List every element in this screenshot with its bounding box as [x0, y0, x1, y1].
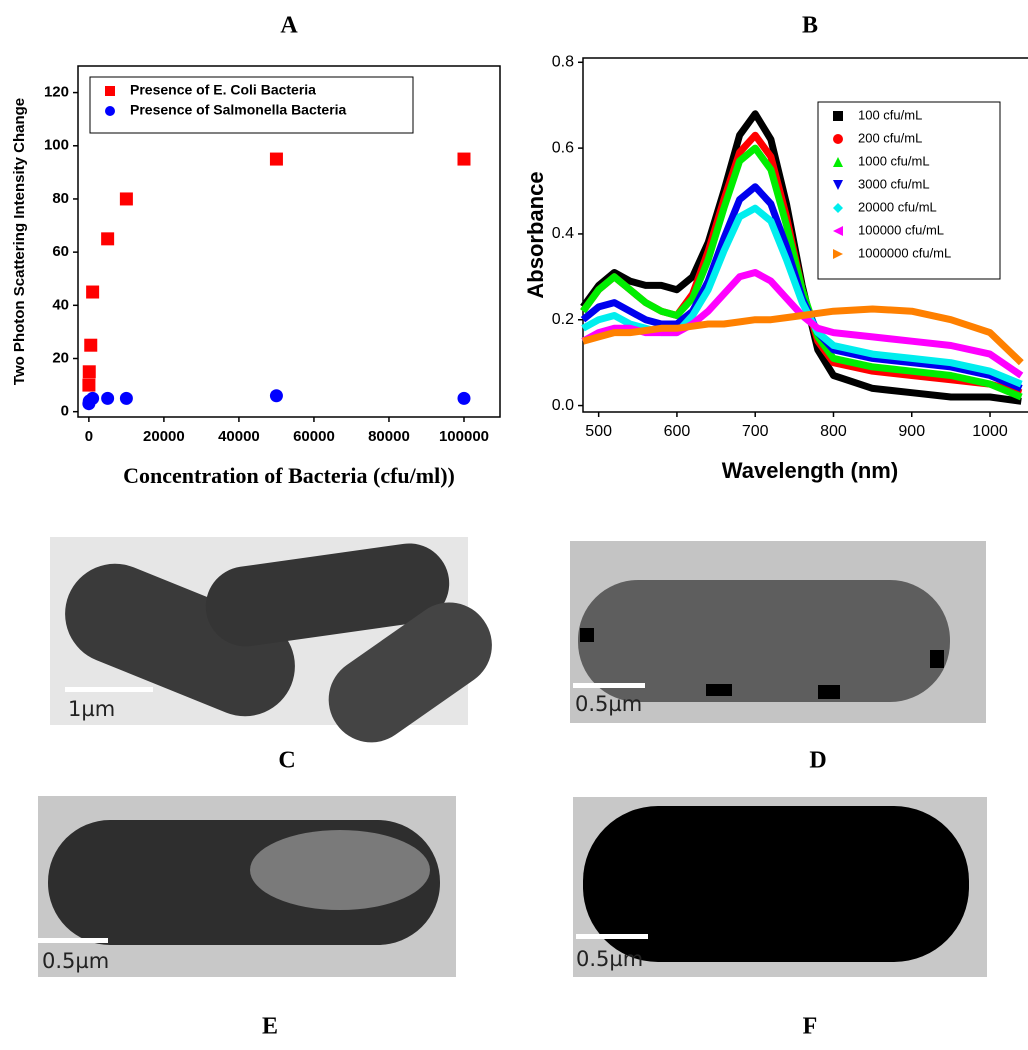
scale-label: 1µm: [68, 697, 115, 721]
x-tick-label: 900: [898, 423, 925, 440]
legend-label: 100 cfu/mL: [858, 107, 922, 122]
y-tick-label: 0.2: [552, 311, 574, 328]
y-tick-label: 80: [52, 190, 69, 207]
plot-frame: [582, 57, 1028, 413]
x-tick-label: 1000: [972, 423, 1008, 440]
x-tick-label: 0: [85, 428, 93, 445]
x-tick-label: 40000: [218, 428, 260, 445]
panel-letter: F: [803, 1014, 818, 1040]
legend-label: 3000 cfu/mL: [858, 176, 930, 191]
panel-letter: C: [278, 748, 295, 774]
x-tick-label: 80000: [368, 428, 410, 445]
legend-marker: [833, 180, 843, 190]
y-tick-label: 20: [52, 349, 69, 366]
marker: [457, 152, 471, 166]
x-tick-label: 60000: [293, 428, 335, 445]
marker: [86, 285, 100, 299]
micrograph-c: 1µm: [50, 537, 492, 743]
y-tick-label: 0.6: [552, 139, 574, 156]
y-tick-label: 120: [44, 84, 69, 101]
legend-marker: [833, 203, 843, 213]
scale-label: 0.5µm: [42, 949, 109, 973]
legend-marker: [833, 249, 843, 259]
marker: [269, 389, 283, 403]
cell-region: [250, 830, 430, 910]
series-line: [580, 183, 1023, 392]
cell: [578, 580, 950, 702]
legend-marker: [105, 106, 115, 116]
x-axis-label: Wavelength (nm): [722, 458, 898, 483]
legend-label: 20000 cfu/mL: [858, 199, 937, 214]
legend-marker: [833, 157, 843, 167]
x-tick-label: 500: [585, 423, 612, 440]
scale-bar: [38, 938, 108, 943]
series-line: [580, 110, 1022, 405]
legend-marker: [105, 86, 115, 96]
legend-label: 100000 cfu/mL: [858, 222, 944, 237]
series-line: [581, 204, 1023, 388]
x-tick-label: 700: [742, 423, 769, 440]
cell: [328, 602, 492, 743]
x-tick-label: 800: [820, 423, 847, 440]
y-tick-label: 0.0: [552, 397, 574, 414]
micrograph-e: 0.5µm: [38, 796, 456, 977]
scale-bar: [576, 934, 648, 939]
marker: [101, 391, 115, 405]
chart-title: B: [802, 13, 818, 39]
marker: [86, 391, 100, 405]
x-tick-label: 100000: [439, 428, 489, 445]
marker: [119, 391, 133, 405]
marker: [457, 391, 471, 405]
legend-label: 1000000 cfu/mL: [858, 245, 951, 260]
particle: [580, 628, 594, 642]
y-axis-label: Two Photon Scattering Intensity Change: [11, 98, 28, 385]
legend-label: Presence of Salmonella Bacteria: [130, 102, 347, 118]
series-line: [582, 305, 1024, 366]
micrograph-d: 0.5µm: [570, 541, 986, 723]
particle: [930, 650, 944, 668]
marker: [82, 365, 96, 379]
x-tick-label: 600: [664, 423, 691, 440]
legend-label: 200 cfu/mL: [858, 130, 922, 145]
legend-label: Presence of E. Coli Bacteria: [130, 82, 316, 98]
y-tick-label: 100: [44, 137, 69, 154]
legend-marker: [833, 226, 843, 236]
scale-bar: [65, 687, 153, 692]
scale-label: 0.5µm: [575, 692, 642, 716]
y-axis-label: Absorbance: [523, 171, 548, 298]
cell: [65, 563, 295, 717]
cell: [205, 543, 450, 647]
cell: [583, 806, 969, 962]
y-tick-label: 0.4: [552, 225, 574, 242]
particle: [706, 684, 732, 696]
panel-letter: E: [262, 1014, 278, 1040]
series-line: [580, 144, 1023, 401]
scale-bar: [573, 683, 645, 688]
marker: [119, 192, 133, 206]
micrograph-f: 0.5µm: [573, 797, 987, 977]
y-tick-label: 0: [61, 403, 69, 420]
marker: [269, 152, 283, 166]
y-tick-label: 60: [52, 243, 69, 260]
particle: [818, 685, 840, 699]
panel-letter: D: [809, 748, 826, 774]
marker: [84, 338, 98, 352]
legend-box: [817, 101, 1001, 280]
x-tick-label: 20000: [143, 428, 185, 445]
marker: [101, 232, 115, 246]
marker: [82, 378, 96, 392]
x-axis-label: Concentration of Bacteria (cfu/ml)): [123, 463, 455, 488]
legend-box: [89, 76, 414, 134]
chart-title: A: [280, 13, 298, 39]
legend-marker: [833, 111, 843, 121]
y-tick-label: 0.8: [552, 54, 574, 71]
y-tick-label: 40: [52, 296, 69, 313]
scale-label: 0.5µm: [576, 947, 643, 971]
plot-frame: [77, 65, 501, 418]
legend-label: 1000 cfu/mL: [858, 153, 930, 168]
legend-marker: [833, 134, 843, 144]
